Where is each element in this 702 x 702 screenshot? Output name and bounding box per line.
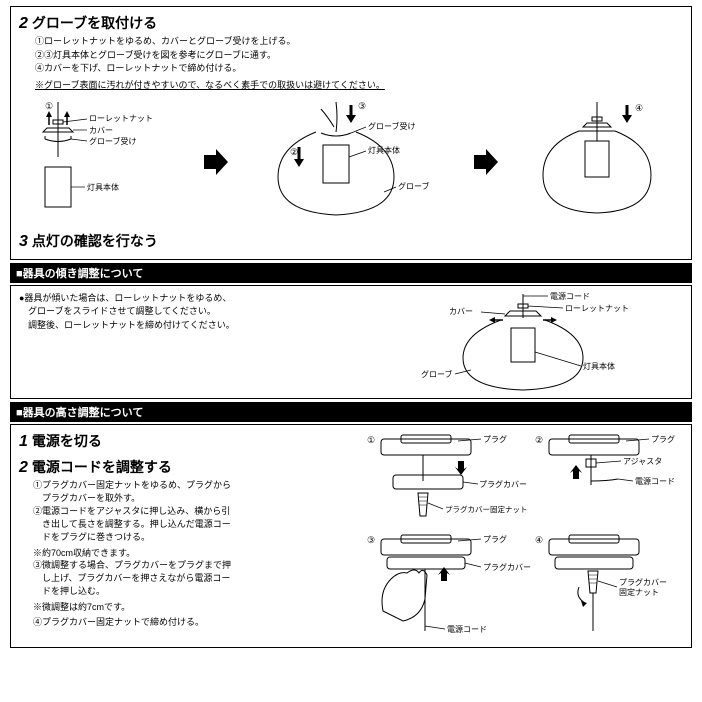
height-box: 1 電源を切る 2 電源コードを調整する ①プラグカバー固定ナットをゆるめ、プラ… [10,424,692,648]
svg-text:灯具本体: 灯具本体 [87,182,119,192]
step2-sub3: ④カバーを下げ、ローレットナットで締め付ける。 [35,62,683,76]
install-globe-box: 2 グローブを取付ける ①ローレットナットをゆるめ、カバーとグローブ受けを上げる… [10,6,692,260]
height-diagrams: ① プラグ プラグカバー プラグカバー固定ナット [363,431,683,641]
svg-text:灯具本体: 灯具本体 [583,361,615,371]
svg-text:プラグ: プラグ [483,534,507,544]
globe-diagram-2: ③ グローブ受け 灯具本体 グローブ ② [266,97,436,227]
tilt-header: ■器具の傾き調整について [10,263,692,283]
svg-text:電源コード: 電源コード [447,625,487,634]
h-step2-title: 電源コードを調整する [32,457,172,477]
svg-text:ローレットナット: ローレットナット [565,304,629,313]
step2-sub2: ②③灯具本体とグローブ受けを図を参考にグローブに通す。 [35,49,683,63]
h-line5: ドをプラグに巻きつける。 [33,531,353,544]
h-step4: ④プラグカバー固定ナットで締め付ける。 [33,616,353,629]
step2-title: グローブを取付ける [32,13,157,33]
h-line3: ②電源コードをアジャスタに押し込み、横から引 [33,505,353,518]
svg-text:③: ③ [367,535,375,545]
step3-number: 3 [19,233,28,251]
svg-text:電源コード: 電源コード [635,477,675,486]
step2-sub1: ①ローレットナットをゆるめ、カバーとグローブ受けを上げる。 [35,35,683,49]
h-line8: ドを押し込む。 [33,585,353,598]
svg-text:グローブ受け: グローブ受け [368,121,416,131]
globe-diagram-1: ① ローレットナット カバー グローブ受け 灯具本体 [37,97,167,227]
svg-text:プラグカバー固定ナット: プラグカバー固定ナット [445,504,528,514]
globe-diagram-row: ① ローレットナット カバー グローブ受け 灯具本体 [19,97,683,227]
h-line7: し上げ、プラグカバーを押さえながら電源コー [33,572,353,585]
svg-text:プラグカバー: プラグカバー [619,577,667,587]
tilt-text3: 調整後、ローレットナットを締め付けてください。 [19,319,373,333]
step3-title: 点灯の確認を行なう [32,231,158,251]
svg-text:固定ナット: 固定ナット [619,587,659,597]
svg-text:プラグカバー: プラグカバー [479,479,527,489]
svg-text:グローブ: グローブ [421,369,453,379]
svg-text:④: ④ [635,103,643,113]
h-step1-title: 電源を切る [32,431,102,451]
arrow-right-1 [202,147,230,177]
step2-warning: ※グローブ表面に汚れが付きやすいので、なるべく素手での取扱いは避けてください。 [35,78,683,91]
height-header: ■器具の高さ調整について [10,402,692,422]
svg-text:カバー: カバー [449,307,473,316]
h-step2-num: 2 [19,459,28,477]
h-note1: ※約70cm収納できます。 [33,546,353,559]
h-line6: ③微調整する場合、プラグカバーをプラグまで押 [33,559,353,572]
svg-text:アジャスタ: アジャスタ [623,457,662,466]
svg-text:②: ② [535,435,543,445]
h-step1-num: 1 [19,433,28,451]
step2-number: 2 [19,15,28,33]
svg-text:①: ① [45,101,53,111]
svg-text:グローブ: グローブ [398,181,430,191]
tilt-text1: ●器具が傾いた場合は、ローレットナットをゆるめ、 [19,292,373,306]
h-line2: プラグカバーを取外す。 [33,492,353,505]
svg-text:電源コード: 電源コード [550,292,590,301]
svg-text:ローレットナット: ローレットナット [89,114,153,123]
svg-text:②: ② [290,147,298,157]
svg-text:グローブ受け: グローブ受け [89,136,137,146]
tilt-text2: グローブをスライドさせて調整してください。 [19,305,373,319]
globe-diagram-3: ④ [535,97,665,227]
svg-text:③: ③ [358,101,366,111]
tilt-diagram: 電源コード ローレットナット カバー グローブ [383,292,663,392]
svg-text:プラグ: プラグ [483,434,507,444]
h-line4: き出して長さを調整する。押し込んだ電源コー [33,518,353,531]
tilt-box: ●器具が傾いた場合は、ローレットナットをゆるめ、 グローブをスライドさせて調整し… [10,285,692,399]
svg-text:①: ① [367,435,375,445]
svg-text:プラグカバー: プラグカバー [483,562,531,572]
arrow-right-2 [472,147,500,177]
h-note2: ※微調整は約7cmです。 [33,600,353,613]
h-line1: ①プラグカバー固定ナットをゆるめ、プラグから [33,479,353,492]
svg-text:④: ④ [535,535,543,545]
svg-text:プラグ: プラグ [651,434,675,444]
svg-text:カバー: カバー [89,126,113,135]
